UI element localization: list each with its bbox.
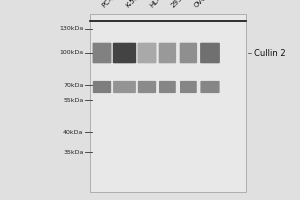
FancyBboxPatch shape bbox=[159, 81, 176, 93]
Text: 70kDa: 70kDa bbox=[63, 83, 83, 88]
Text: OVCAR3: OVCAR3 bbox=[194, 0, 218, 9]
Text: Cullin 2: Cullin 2 bbox=[254, 48, 285, 58]
FancyBboxPatch shape bbox=[180, 43, 197, 63]
FancyBboxPatch shape bbox=[138, 81, 156, 93]
FancyBboxPatch shape bbox=[180, 81, 197, 93]
FancyBboxPatch shape bbox=[93, 81, 111, 93]
FancyBboxPatch shape bbox=[92, 43, 112, 63]
FancyBboxPatch shape bbox=[200, 81, 220, 93]
Text: 40kDa: 40kDa bbox=[63, 130, 83, 134]
Text: K-562: K-562 bbox=[124, 0, 142, 9]
FancyBboxPatch shape bbox=[137, 43, 157, 63]
Text: 293T: 293T bbox=[169, 0, 186, 9]
Text: 35kDa: 35kDa bbox=[63, 150, 83, 154]
FancyBboxPatch shape bbox=[159, 43, 176, 63]
Bar bbox=[90, 14, 246, 192]
Text: 100kDa: 100kDa bbox=[59, 50, 83, 55]
Text: 55kDa: 55kDa bbox=[63, 98, 83, 102]
FancyBboxPatch shape bbox=[113, 43, 136, 63]
FancyBboxPatch shape bbox=[200, 43, 220, 63]
Text: PC-3: PC-3 bbox=[100, 0, 116, 9]
Text: HL-60: HL-60 bbox=[148, 0, 167, 9]
Text: 130kDa: 130kDa bbox=[59, 26, 83, 31]
FancyBboxPatch shape bbox=[113, 81, 136, 93]
